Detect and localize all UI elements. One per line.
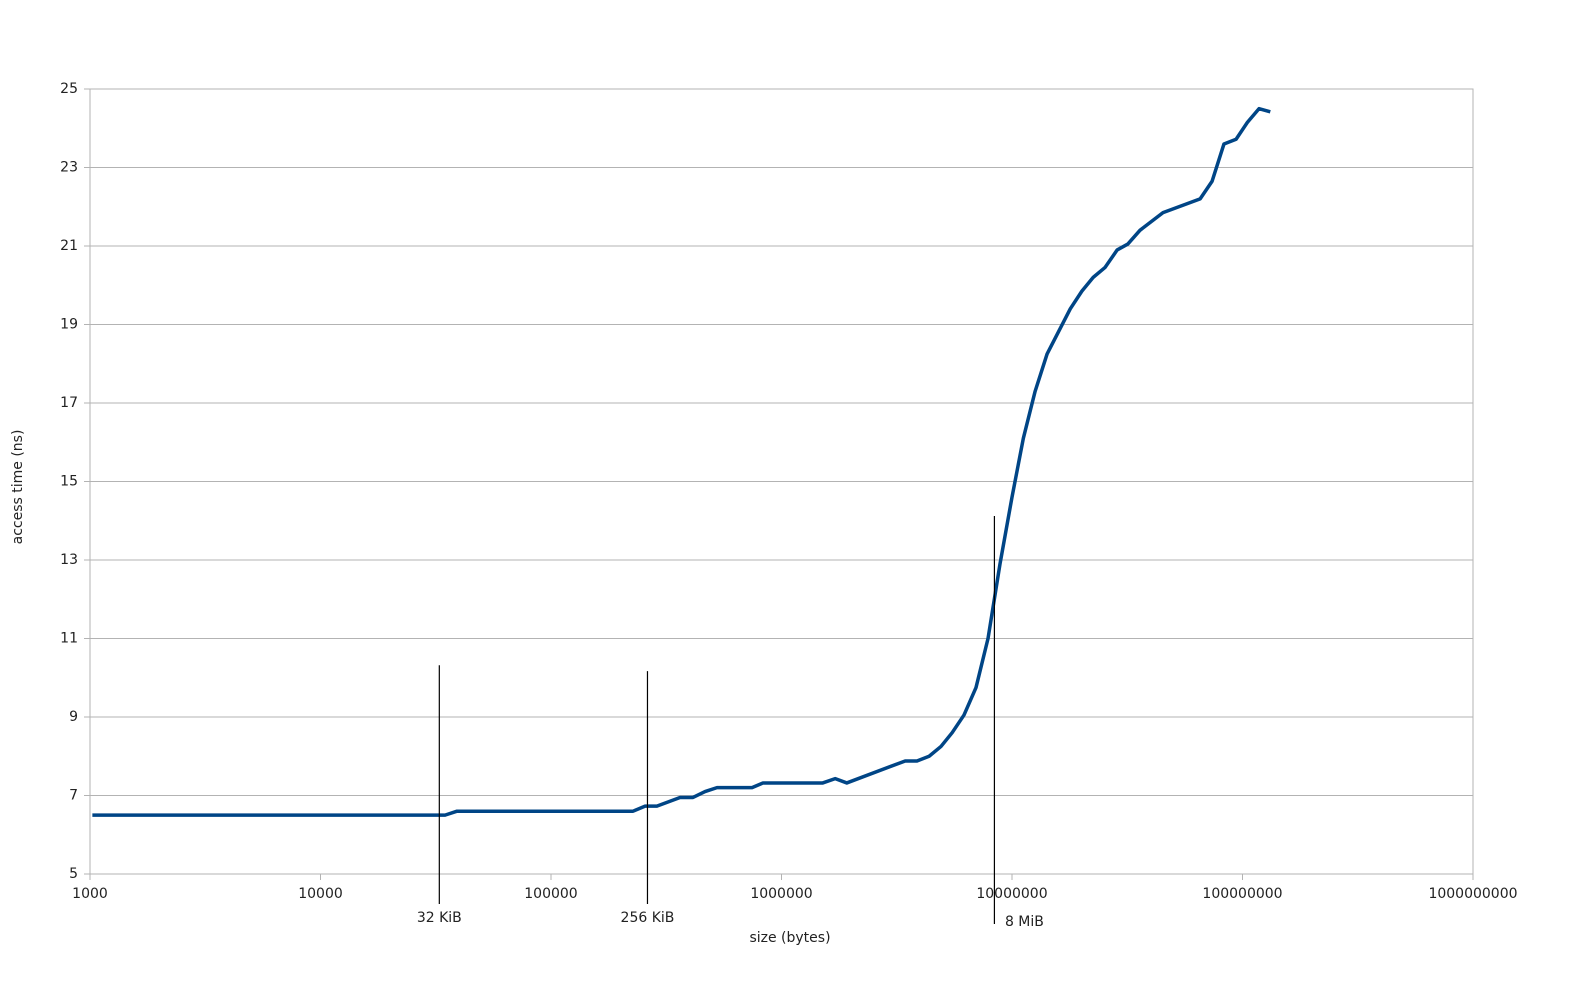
x-tick-label: 1000000000 [1428,886,1517,902]
x-tick-label: 10000000 [976,886,1047,902]
y-tick-label: 5 [69,866,78,882]
y-tick-label: 11 [60,631,78,647]
y-tick-label: 25 [60,81,78,97]
y-tick-label: 19 [60,317,78,333]
annotation-label: 32 KiB [417,910,462,926]
x-tick-label: 1000 [72,886,108,902]
data-line [92,106,1271,817]
x-tick-label: 1000000 [750,886,812,902]
y-tick-label: 15 [60,474,78,490]
x-tick-label: 10000 [298,886,343,902]
y-tick-label: 21 [60,238,78,254]
y-tick-label: 7 [69,788,78,804]
y-tick-label: 17 [60,395,78,411]
annotation-label: 8 MiB [1005,914,1044,930]
x-tick-label: 100000000 [1202,886,1282,902]
y-tick-label: 9 [69,709,78,725]
x-axis-title: size (bytes) [749,930,830,946]
y-axis-title: access time (ns) [10,430,26,545]
y-tick-label: 13 [60,552,78,568]
annotation-label: 256 KiB [621,910,675,926]
x-tick-label: 100000 [524,886,577,902]
y-tick-label: 23 [60,160,78,176]
